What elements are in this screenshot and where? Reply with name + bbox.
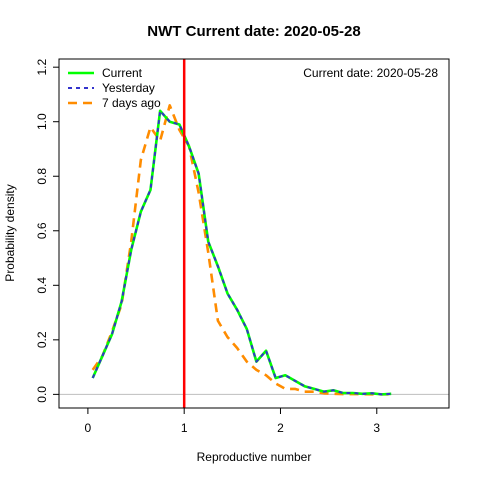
y-tick-label: 0.2 <box>35 331 49 348</box>
legend-label: 7 days ago <box>102 96 161 110</box>
y-tick-label: 0.6 <box>35 222 49 239</box>
y-tick-label: 0.4 <box>35 277 49 294</box>
y-axis-label: Probability density <box>3 184 17 281</box>
legend-label: Yesterday <box>102 81 155 95</box>
x-tick-label: 3 <box>373 421 380 435</box>
y-tick-label: 0.8 <box>35 168 49 185</box>
x-axis-label: Reproductive number <box>197 450 312 464</box>
current-date-annotation: Current date: 2020-05-28 <box>303 66 438 80</box>
x-tick-label: 2 <box>277 421 284 435</box>
chart-title: NWT Current date: 2020-05-28 <box>147 23 360 40</box>
y-tick-label: 1.0 <box>35 113 49 130</box>
y-tick-label: 0.0 <box>35 386 49 403</box>
legend-label: Current <box>102 66 143 80</box>
series-line-yesterday <box>91 109 392 396</box>
series-line-7-days-ago <box>91 104 392 396</box>
y-tick-label: 1.2 <box>35 59 49 76</box>
x-tick-label: 1 <box>181 421 188 435</box>
plot-frame <box>58 58 450 409</box>
x-tick-label: 0 <box>85 421 92 435</box>
